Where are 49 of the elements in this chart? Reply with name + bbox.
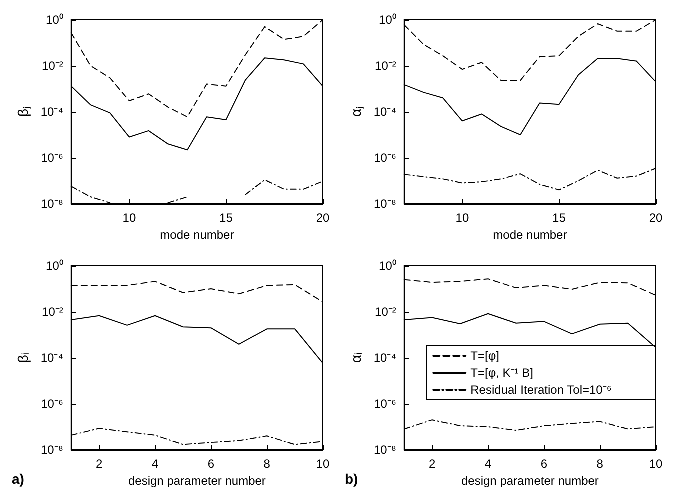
y-tick-label: 10⁻² bbox=[375, 59, 396, 73]
y-tick-label: 10⁻² bbox=[42, 305, 64, 319]
y-tick-label: 10⁻⁴ bbox=[40, 105, 64, 119]
y-tick-label: 10⁻² bbox=[42, 59, 64, 73]
x-axis-title: mode number bbox=[160, 228, 234, 242]
y-tick-label: 10⁻⁶ bbox=[374, 151, 396, 165]
x-tick-label: 4 bbox=[484, 457, 492, 471]
y-axis-title: αⱼ bbox=[348, 106, 365, 118]
legend-label: Residual Iteration Tol=10⁻⁶ bbox=[470, 383, 612, 397]
y-tick-label: 10⁻⁴ bbox=[40, 351, 64, 365]
y-axis-title: αᵢ bbox=[348, 352, 364, 364]
x-tick-label: 6 bbox=[208, 457, 215, 471]
text: b) bbox=[345, 471, 358, 487]
y-tick-label: 10⁻⁸ bbox=[374, 443, 396, 457]
x-tick-label: 10 bbox=[316, 457, 330, 471]
y-tick-label: 10⁻⁶ bbox=[41, 397, 64, 411]
x-tick-label: 10 bbox=[456, 211, 470, 225]
y-tick-label: 10⁻⁴ bbox=[374, 351, 396, 365]
x-tick-label: 10 bbox=[122, 211, 136, 225]
y-tick-label: 10⁻⁸ bbox=[40, 197, 64, 211]
y-tick-label: 10⁰ bbox=[46, 13, 64, 27]
x-tick-label: 8 bbox=[596, 457, 604, 471]
y-tick-label: 10⁰ bbox=[46, 259, 64, 273]
y-tick-label: 10⁻⁸ bbox=[40, 443, 64, 457]
legend-label: T=[φ, K⁻¹ B] bbox=[470, 366, 534, 380]
y-tick-label: 10⁰ bbox=[379, 259, 396, 273]
x-tick-label: 8 bbox=[264, 457, 271, 471]
x-tick-label: 2 bbox=[429, 457, 436, 471]
legend-label: T=[φ] bbox=[470, 349, 500, 363]
x-tick-label: 15 bbox=[220, 211, 234, 225]
y-tick-label: 10⁻⁶ bbox=[41, 151, 64, 165]
x-tick-label: 6 bbox=[540, 457, 548, 471]
x-tick-label: 4 bbox=[152, 457, 159, 471]
x-tick-label: 20 bbox=[316, 211, 330, 225]
x-tick-label: 15 bbox=[552, 211, 566, 225]
x-tick-label: 20 bbox=[649, 211, 663, 225]
x-tick-label: 2 bbox=[96, 457, 104, 471]
y-tick-label: 10⁻⁸ bbox=[374, 197, 396, 211]
y-axis-title: βⱼ bbox=[15, 106, 32, 118]
x-axis-title: mode number bbox=[493, 228, 568, 242]
y-tick-label: 10⁰ bbox=[379, 13, 396, 27]
y-tick-label: 10⁻⁶ bbox=[374, 397, 396, 411]
text: a) bbox=[12, 471, 24, 487]
x-tick-label: 10 bbox=[649, 457, 663, 471]
x-axis-title: design parameter number bbox=[128, 474, 266, 488]
y-axis-title: βᵢ bbox=[15, 352, 31, 364]
y-tick-label: 10⁻² bbox=[375, 305, 396, 319]
y-tick-label: 10⁻⁴ bbox=[374, 105, 396, 119]
x-axis-title: design parameter number bbox=[461, 474, 599, 488]
